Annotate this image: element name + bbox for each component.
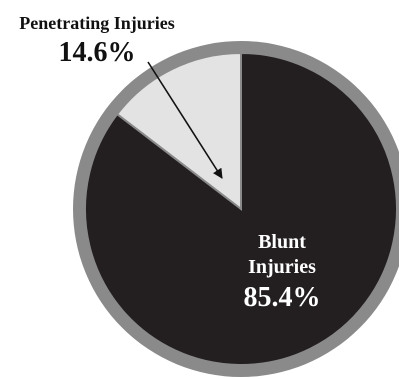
blunt-slice [84, 51, 398, 366]
blunt-value: 85.4% [244, 282, 321, 313]
blunt-label-line-1: Blunt [258, 231, 306, 253]
penetrating-value: 14.6% [59, 37, 136, 68]
penetrating-slice [115, 51, 242, 212]
penetrating-arrow [147, 61, 223, 179]
blunt-label-line-2: Injuries [248, 256, 316, 278]
penetrating-label: Penetrating Injuries [19, 13, 174, 33]
